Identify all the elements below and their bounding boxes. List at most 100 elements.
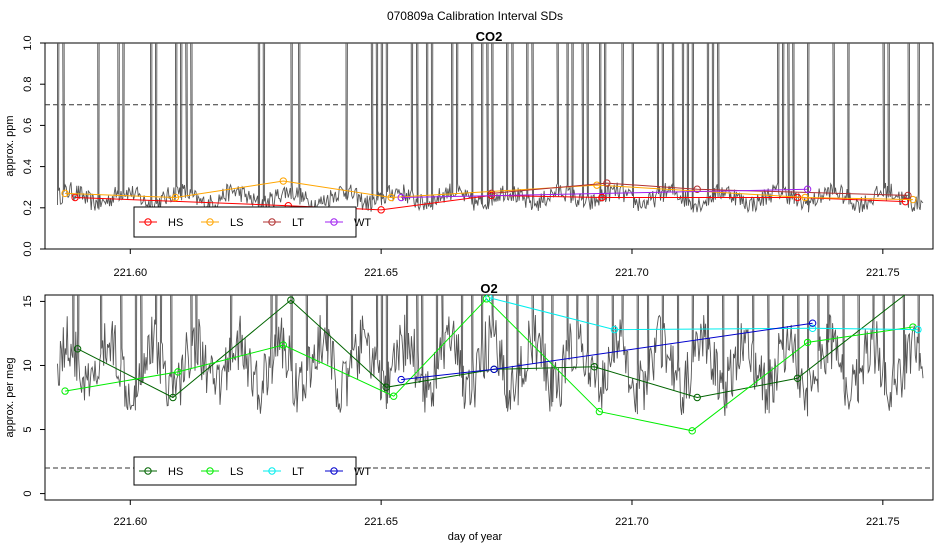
series-ls: [61, 177, 917, 204]
background-trace: [57, 43, 924, 214]
data-point: [382, 383, 390, 391]
x-tick-label: 221.60: [113, 267, 147, 279]
legend-label: LT: [292, 217, 304, 229]
data-point: [485, 295, 493, 302]
panel-title: CO2: [476, 29, 503, 44]
data-point: [174, 368, 182, 376]
data-point: [595, 407, 604, 416]
y-tick-label: 0.0: [22, 241, 34, 256]
series-wt: [397, 185, 812, 202]
data-point: [490, 365, 498, 374]
legend-swatch-marker: [330, 218, 338, 226]
x-tick-label: 221.65: [364, 516, 398, 528]
series-line: [65, 180, 913, 201]
legend-box: [133, 206, 357, 238]
data-point: [377, 206, 385, 214]
data-point: [803, 185, 812, 193]
data-point: [593, 181, 601, 189]
data-point: [279, 177, 288, 185]
data-point: [693, 185, 701, 193]
y-axis-label: approx. per meg: [4, 357, 16, 437]
background-trace: [57, 295, 924, 417]
data-point: [693, 393, 701, 402]
series-line: [401, 322, 813, 381]
y-tick-label: 0.4: [22, 159, 34, 174]
y-tick-label: 1.0: [22, 35, 34, 50]
data-point: [387, 193, 395, 202]
y-tick-label: 0.6: [22, 118, 34, 133]
plot-area: [45, 43, 933, 214]
y-tick-label: 0.8: [22, 77, 34, 92]
data-point: [610, 325, 619, 334]
legend-box: [133, 456, 357, 486]
o2-panel: O2 approx. per meg 0 5 10 15 221.60 221.65 221.7…: [4, 281, 934, 528]
data-point: [793, 374, 802, 382]
data-point: [169, 393, 177, 402]
y-tick-label: 10: [22, 359, 34, 371]
co2-panel: CO2 approx. ppm 0.0 0.2 0.4 0.6 0.8 1.0 221.60 22…: [4, 29, 934, 279]
series-line: [401, 188, 808, 198]
data-point: [598, 193, 606, 202]
legend-label: LS: [230, 217, 243, 229]
data-point: [389, 392, 398, 400]
series-line: [488, 297, 918, 331]
data-point: [487, 189, 496, 198]
plot-frame: [44, 294, 934, 501]
data-point: [590, 363, 599, 371]
legend-swatch-marker: [206, 218, 214, 226]
data-point: [603, 179, 611, 187]
data-point: [910, 285, 916, 291]
legend-label: WT: [354, 217, 371, 229]
figure-title: 070809a Calibration Interval SDs: [387, 9, 563, 23]
x-tick-label: 221.60: [113, 516, 147, 528]
data-point: [279, 341, 288, 349]
data-point: [61, 387, 69, 395]
legend-swatch-marker: [144, 218, 152, 226]
panel-title: O2: [480, 281, 497, 296]
x-tick-label: 221.75: [866, 267, 900, 279]
data-point: [71, 193, 79, 202]
legend-swatch-marker: [268, 218, 276, 226]
data-point: [909, 195, 917, 204]
legend-swatch-marker: [268, 467, 276, 475]
data-point: [914, 325, 922, 334]
data-point: [808, 324, 817, 333]
series-lt: [487, 179, 912, 200]
data-point: [61, 189, 69, 198]
data-point: [803, 338, 812, 347]
data-point: [397, 375, 405, 384]
legend-label: HS: [168, 466, 183, 478]
y-tick-label: 15: [22, 295, 34, 307]
x-tick-label: 221.65: [364, 267, 398, 279]
series-lt: [485, 295, 922, 334]
series-line: [65, 298, 913, 432]
x-axis-label: day of year: [448, 531, 503, 543]
plot-frame: [44, 42, 934, 250]
y-tick-label: 0.2: [22, 200, 34, 215]
data-point: [688, 427, 696, 435]
x-tick-label: 221.70: [615, 516, 649, 528]
y-tick-label: 5: [22, 426, 34, 432]
legend-swatch-marker: [144, 467, 152, 475]
x-tick-label: 221.70: [615, 267, 649, 279]
series-line: [491, 182, 908, 196]
data-point: [808, 319, 817, 327]
y-tick-label: 0: [22, 491, 34, 497]
legend-label: LT: [292, 466, 304, 478]
data-point: [397, 193, 405, 202]
series-wt: [397, 319, 817, 384]
legend-swatch-marker: [206, 467, 214, 475]
data-point: [73, 345, 82, 353]
data-point: [171, 193, 180, 202]
data-point: [904, 191, 912, 200]
legend: HS LS LT WT: [133, 456, 371, 486]
legend-label: HS: [168, 217, 183, 229]
x-tick-label: 221.75: [866, 516, 900, 528]
data-point: [901, 197, 910, 206]
legend-swatch-marker: [330, 467, 338, 475]
y-axis-label: approx. ppm: [4, 115, 16, 176]
data-point: [801, 193, 809, 202]
data-point: [287, 296, 295, 304]
legend: HS LS LT WT: [133, 206, 371, 238]
